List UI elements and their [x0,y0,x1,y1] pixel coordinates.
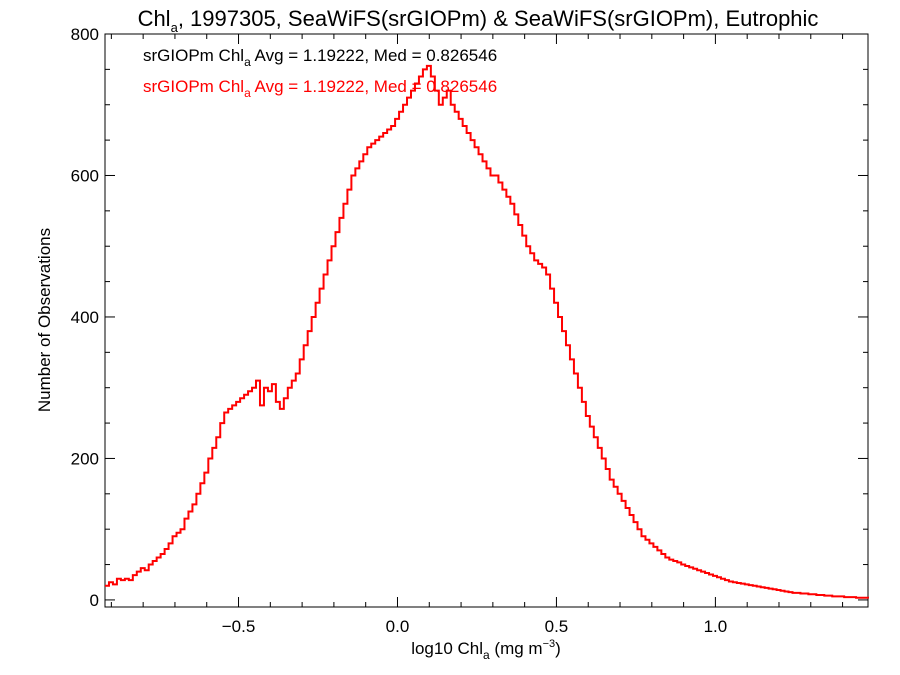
histogram-series-line [105,64,869,599]
x-axis-ticks: −0.5 0.0 0.5 1.0 [110,34,844,636]
legend-entry-red: srGIOPm Chla Avg = 1.19222, Med = 0.8265… [143,77,497,100]
y-tick-label: 0 [90,591,99,610]
y-tick-label: 600 [71,166,99,185]
x-tick-label: −0.5 [222,617,256,636]
x-axis-title: log10 Chla (mg m−3) [411,638,561,662]
x-tick-label: 0.5 [545,617,569,636]
y-tick-label: 800 [71,25,99,44]
legend-overlay: srGIOPm Chla Avg = 1.19222, Med = 0.8265… [143,77,497,100]
x-tick-label: 1.0 [704,617,728,636]
chart-title: Chla, 1997305, SeaWiFS(srGIOPm) & SeaWiF… [138,6,819,35]
x-tick-label: 0.0 [386,617,410,636]
y-axis-ticks: 0 200 400 600 800 [71,25,868,610]
y-tick-label: 200 [71,449,99,468]
y-axis-title: Number of Observations [35,228,54,412]
y-tick-label: 400 [71,308,99,327]
plot-frame [104,33,869,608]
legend-entry-black: srGIOPm Chla Avg = 1.19222, Med = 0.8265… [143,46,497,69]
legend: srGIOPm Chla Avg = 1.19222, Med = 0.8265… [143,46,497,69]
